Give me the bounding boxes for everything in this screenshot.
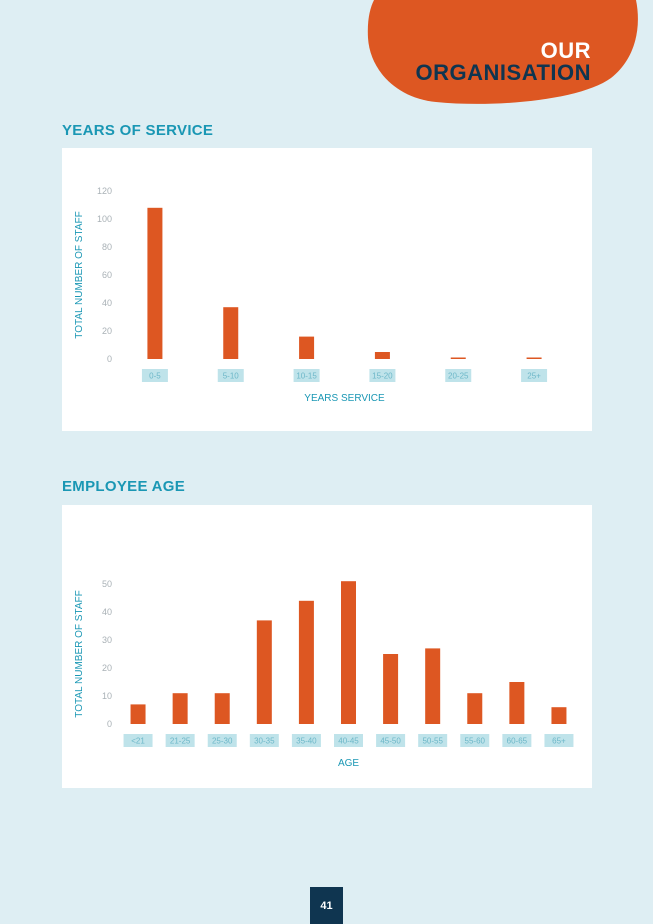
y-tick-label: 60 — [102, 270, 112, 280]
page-heading: OUR ORGANISATION — [416, 40, 591, 84]
x-tick-label: 21-25 — [170, 737, 191, 746]
x-tick-background — [460, 734, 490, 747]
x-tick-label: 45-50 — [380, 737, 401, 746]
x-tick-background — [418, 734, 448, 747]
y-tick-label: 20 — [102, 663, 112, 673]
x-tick-label: 30-35 — [254, 737, 275, 746]
x-tick-label: 25-30 — [212, 737, 233, 746]
x-tick-background — [369, 369, 396, 382]
x-tick-background — [334, 734, 363, 747]
x-tick-background — [521, 369, 548, 382]
x-tick-label: 20-25 — [448, 372, 469, 381]
x-tick-background — [291, 734, 321, 747]
bar-15-20 — [374, 352, 390, 359]
x-tick-label: 65+ — [552, 737, 566, 746]
bar-35-40 — [298, 600, 314, 724]
x-axis-label: AGE — [338, 758, 359, 769]
x-tick-background — [502, 734, 532, 747]
bar-10-15 — [299, 336, 315, 359]
x-tick-label: 55-60 — [465, 737, 486, 746]
x-tick-label: 0-5 — [149, 372, 161, 381]
bar-40-45 — [341, 581, 356, 724]
bar-25+ — [526, 357, 542, 359]
y-tick-label: 50 — [102, 579, 112, 589]
y-axis-label: TOTAL NUMBER OF STAFF — [74, 211, 85, 338]
section-title-years-of-service: YEARS OF SERVICE — [62, 122, 214, 139]
bar-65+ — [551, 707, 567, 724]
bar-25-30 — [214, 693, 230, 724]
x-tick-background — [207, 734, 237, 747]
page-number: 41 — [310, 887, 343, 924]
y-tick-label: 40 — [102, 607, 112, 617]
y-tick-label: 0 — [107, 354, 112, 364]
y-tick-label: 80 — [102, 242, 112, 252]
bar-45-50 — [383, 654, 399, 724]
x-tick-background — [217, 369, 244, 382]
x-tick-background — [376, 734, 406, 747]
x-tick-background — [123, 734, 153, 747]
x-tick-label: 40-45 — [338, 737, 359, 746]
section-title-employee-age: EMPLOYEE AGE — [62, 478, 186, 495]
x-tick-background — [293, 369, 320, 382]
y-tick-label: 120 — [97, 186, 112, 196]
header-blob — [367, 0, 638, 104]
x-tick-label: 60-65 — [507, 737, 528, 746]
x-tick-background — [445, 369, 472, 382]
x-tick-background — [165, 734, 195, 747]
bar-55-60 — [467, 693, 483, 724]
x-tick-label: <21 — [131, 737, 145, 746]
y-axis-label: TOTAL NUMBER OF STAFF — [74, 590, 85, 717]
x-axis-label: YEARS SERVICE — [304, 393, 385, 404]
x-tick-background — [141, 369, 168, 382]
y-tick-label: 40 — [102, 298, 112, 308]
y-tick-label: 0 — [107, 719, 112, 729]
years-of-service-chart: 0 20 40 60 80 100 120 TOTAL NUMBER OF STAFF 0-5 5… — [74, 186, 548, 404]
bar-21-25 — [172, 693, 188, 724]
bar-0-5 — [147, 207, 163, 359]
bar-50-55 — [425, 648, 441, 724]
x-tick-label: 35-40 — [296, 737, 317, 746]
y-tick-label: 20 — [102, 326, 112, 336]
y-tick-label: 100 — [97, 214, 112, 224]
bar-20-25 — [450, 357, 466, 359]
bar-<21 — [130, 704, 146, 724]
y-tick-label: 10 — [102, 691, 112, 701]
page-heading-line2: ORGANISATION — [415, 60, 591, 85]
bar-30-35 — [256, 620, 272, 724]
x-tick-background — [544, 734, 574, 747]
x-tick-label: 50-55 — [422, 737, 443, 746]
x-tick-label: 15-20 — [372, 372, 393, 381]
page-heading-line1: OUR — [540, 38, 591, 63]
employee-age-chart: 0 10 20 30 40 50 TOTAL NUMBER OF STAFF <21 21-25… — [74, 579, 574, 769]
x-tick-background — [249, 734, 279, 747]
y-tick-label: 30 — [102, 635, 112, 645]
bar-60-65 — [509, 682, 525, 724]
years-of-service-panel: 0 20 40 60 80 100 120 TOTAL NUMBER OF STAFF 0-5 5… — [62, 148, 592, 431]
x-tick-label: 5-10 — [223, 372, 240, 381]
x-tick-label: 25+ — [527, 372, 541, 381]
bar-5-10 — [223, 307, 239, 359]
employee-age-panel: 0 10 20 30 40 50 TOTAL NUMBER OF STAFF <21 21-25… — [62, 505, 592, 788]
x-tick-label: 10-15 — [296, 372, 317, 381]
